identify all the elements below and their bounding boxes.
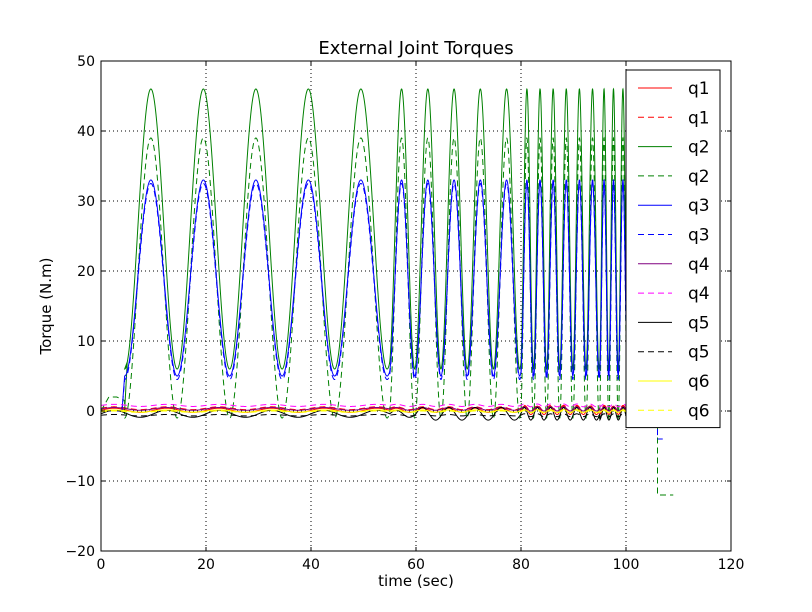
- series-line-9-q5: [101, 413, 664, 418]
- x-tick-label-5: 100: [613, 557, 640, 573]
- y-tick-label-4: 20: [77, 264, 95, 280]
- y-tick-label-3: 10: [77, 334, 95, 350]
- legend: q1 q1 q2 q2 q3 q3 q4 q4 q5 q5 q6 q6: [625, 69, 721, 429]
- chart-title: External Joint Torques: [318, 38, 513, 59]
- legend-label-4: q3: [688, 196, 710, 216]
- series-layer: [101, 87, 674, 496]
- x-tick-label-1: 20: [197, 557, 215, 573]
- legend-label-0: q1: [688, 79, 710, 99]
- y-tick-label-6: 40: [77, 124, 95, 140]
- legend-box: [625, 69, 721, 429]
- x-tick-label-2: 40: [302, 557, 320, 573]
- series-line-11-q6: [101, 410, 664, 414]
- x-tick-label-4: 80: [512, 557, 530, 573]
- y-tick-label-5: 30: [77, 194, 95, 210]
- x-tick-label-0: 0: [97, 557, 106, 573]
- legend-label-9: q5: [688, 343, 710, 363]
- y-tick-label-7: 50: [77, 54, 95, 70]
- series-line-2-q2: [101, 87, 658, 412]
- x-tick-label-6: 120: [718, 557, 745, 573]
- legend-label-1: q1: [688, 108, 710, 128]
- y-tick-label-1: −10: [65, 474, 95, 490]
- series-line-6-q4: [101, 406, 664, 412]
- series-line-7-q4: [101, 403, 664, 408]
- legend-label-3: q2: [688, 167, 710, 187]
- x-tick-label-3: 60: [407, 557, 425, 573]
- y-tick-label-0: −20: [65, 544, 95, 560]
- ticks: 0 20 40 60 80 100 120 −20 −10 0 10 20 30 40 50: [65, 54, 744, 573]
- legend-label-10: q6: [688, 372, 710, 392]
- y-tick-label-2: 0: [86, 404, 95, 420]
- legend-label-8: q5: [688, 313, 710, 333]
- legend-label-2: q2: [688, 138, 710, 158]
- y-axis-label: Torque (N.m): [37, 257, 55, 355]
- legend-label-6: q4: [688, 255, 710, 275]
- series-line-5-q3: [101, 182, 663, 440]
- x-axis-label: time (sec): [378, 572, 454, 590]
- legend-label-5: q3: [688, 226, 710, 246]
- legend-label-7: q4: [688, 284, 710, 304]
- legend-label-11: q6: [688, 401, 710, 421]
